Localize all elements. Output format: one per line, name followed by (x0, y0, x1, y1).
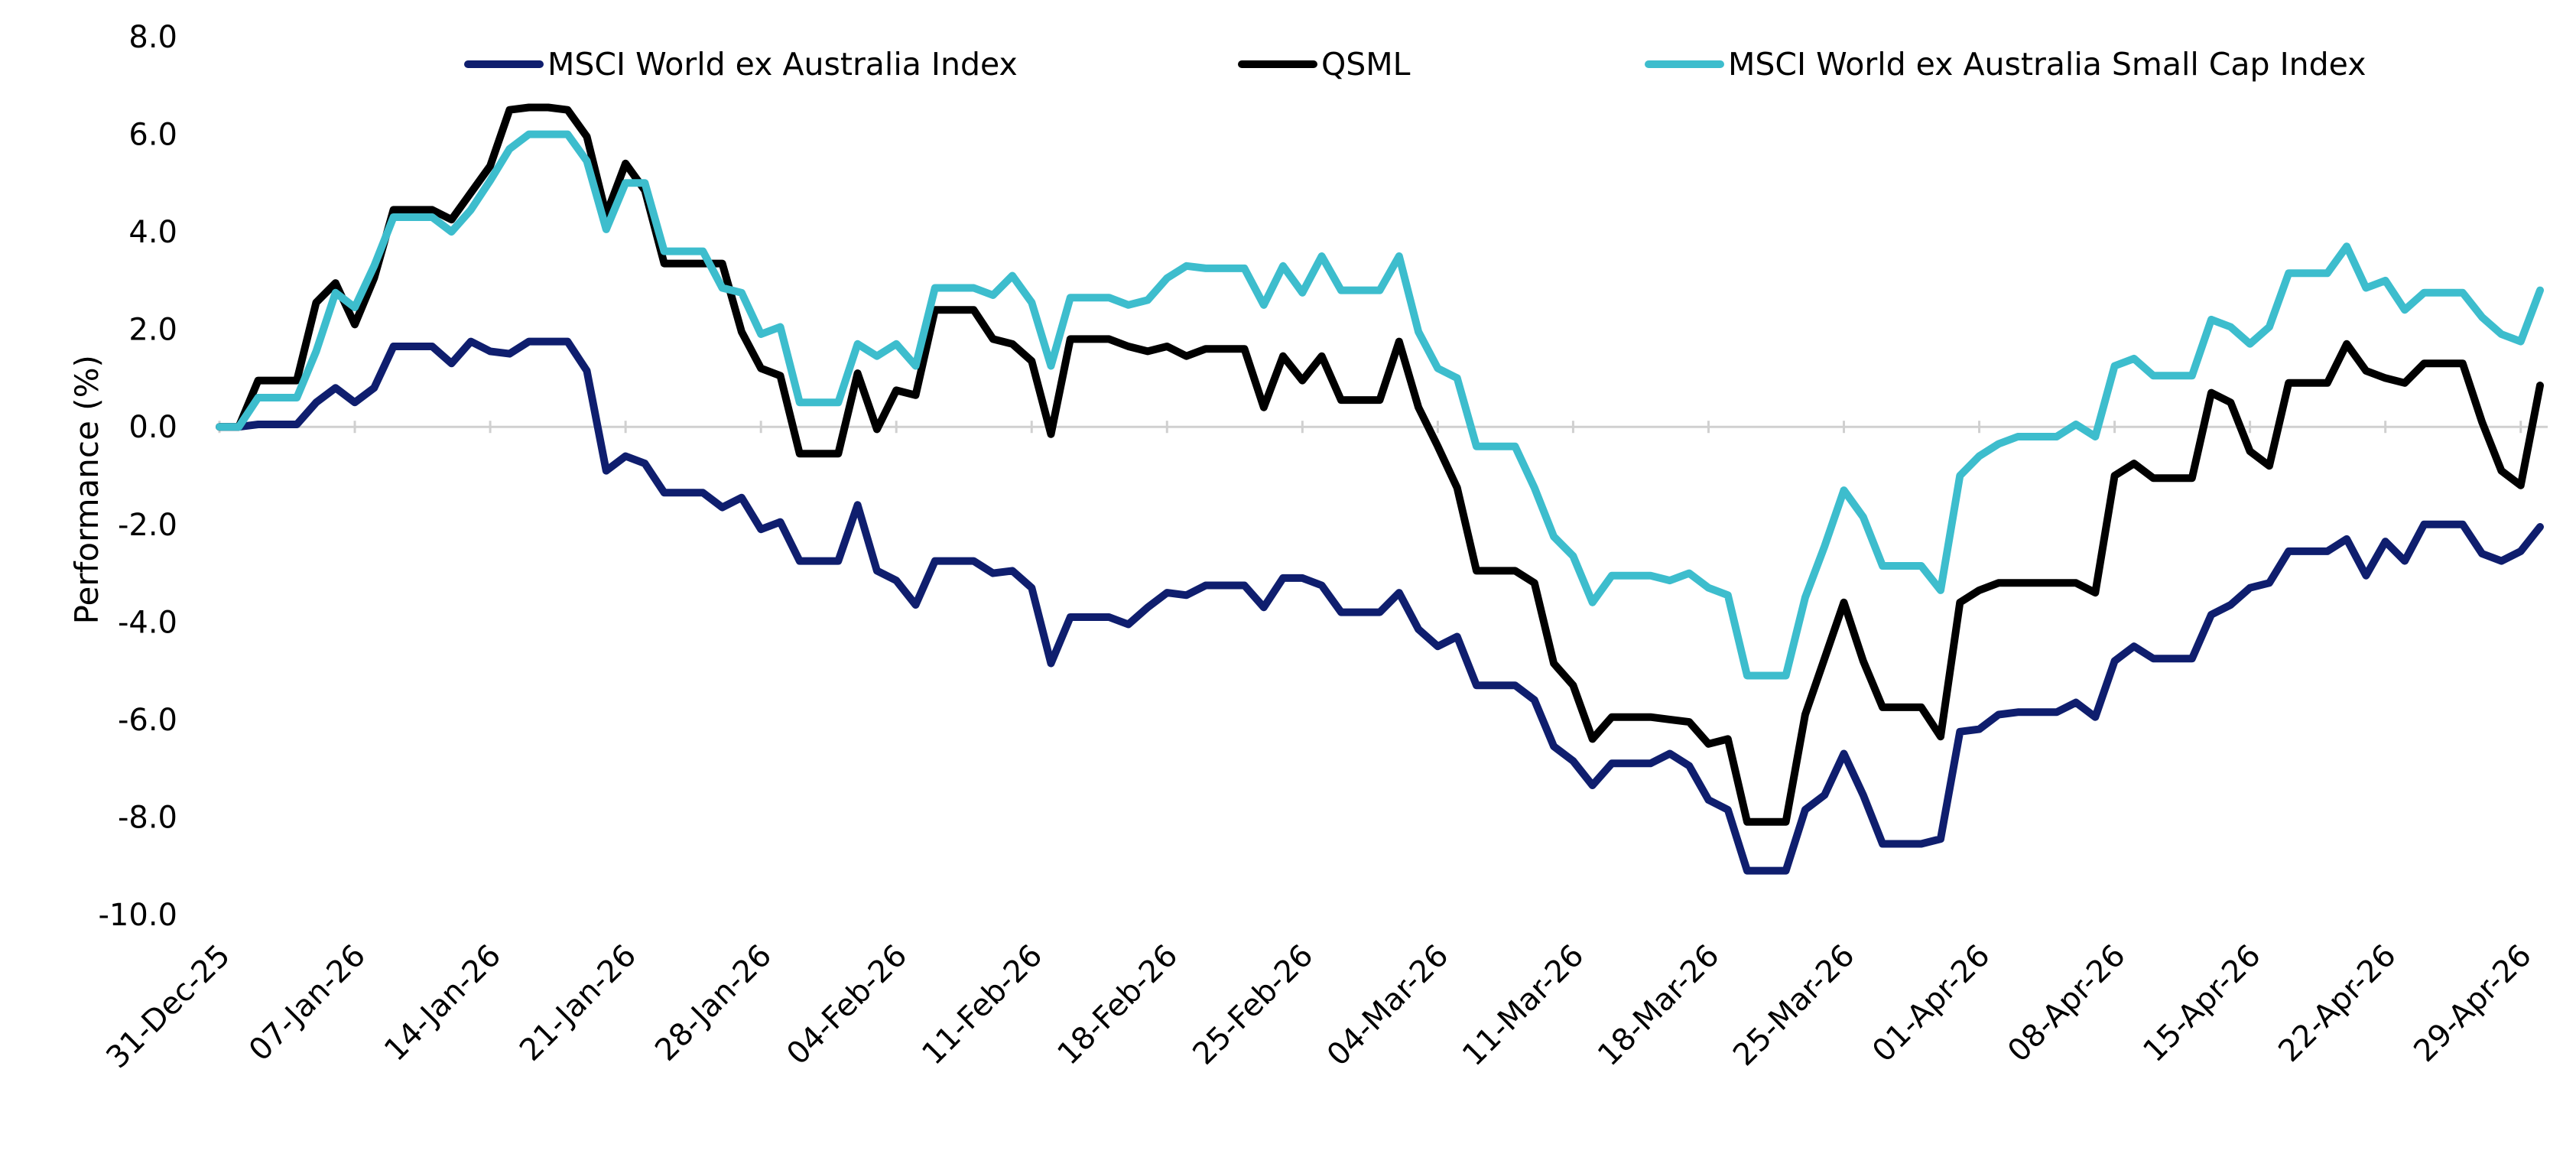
x-tick-label: 11-Mar-26 (1456, 938, 1590, 1073)
y-tick-label: -6.0 (118, 703, 177, 738)
x-tick-label: 08-Apr-26 (2001, 938, 2132, 1069)
legend: MSCI World ex Australia Index QSML MSCI Wo… (464, 46, 2366, 83)
x-tick-label: 18-Feb-26 (1051, 938, 1184, 1072)
x-tick-label: 04-Mar-26 (1320, 938, 1455, 1073)
y-tick-label: -10.0 (99, 898, 178, 933)
x-tick-label: 29-Apr-26 (2407, 938, 2538, 1069)
y-tick-label: 0.0 (128, 410, 177, 445)
series-line-3 (216, 130, 2544, 680)
x-tick-label: 25-Mar-26 (1727, 938, 1861, 1073)
y-tick-label: 4.0 (128, 215, 177, 250)
x-tick-label: 07-Jan-26 (242, 938, 372, 1068)
y-tick-label: -2.0 (118, 508, 177, 543)
series-layer (216, 103, 2544, 875)
y-tick-label: -8.0 (118, 800, 177, 835)
y-tick-label: -4.0 (118, 605, 177, 640)
x-axis: 31-Dec-25 07-Jan-26 14-Jan-26 21-Jan-26 28-J… (99, 421, 2539, 1076)
x-tick-label: 21-Jan-26 (513, 938, 643, 1068)
x-tick-label: 31-Dec-25 (99, 938, 237, 1076)
y-tick-label: 2.0 (128, 313, 177, 348)
x-tick-label: 18-Mar-26 (1591, 938, 1726, 1073)
legend-label-3: MSCI World ex Australia Small Cap Index (1728, 46, 2366, 83)
x-tick-label: 11-Feb-26 (915, 938, 1049, 1072)
y-axis-label: Performance (%) (68, 355, 106, 624)
series-line-1 (216, 337, 2544, 875)
x-tick-label: 28-Jan-26 (648, 938, 778, 1068)
x-tick-label: 25-Feb-26 (1186, 938, 1320, 1072)
y-tick-label: 6.0 (128, 118, 177, 153)
x-tick-label: 04-Feb-26 (780, 938, 914, 1072)
x-tick-label: 22-Apr-26 (2272, 938, 2402, 1069)
x-tick-label: 01-Apr-26 (1866, 938, 1996, 1069)
y-tick-label: 8.0 (128, 20, 177, 55)
x-tick-label: 14-Jan-26 (378, 938, 508, 1068)
legend-label-2: QSML (1321, 46, 1411, 83)
legend-label-1: MSCI World ex Australia Index (547, 46, 1018, 83)
series-line-2 (216, 103, 2544, 826)
y-axis: 8.0 6.0 4.0 2.0 0.0 -2.0 -4.0 -6.0 -8.0 -10.0 (99, 20, 178, 933)
x-tick-label: 15-Apr-26 (2136, 938, 2267, 1069)
